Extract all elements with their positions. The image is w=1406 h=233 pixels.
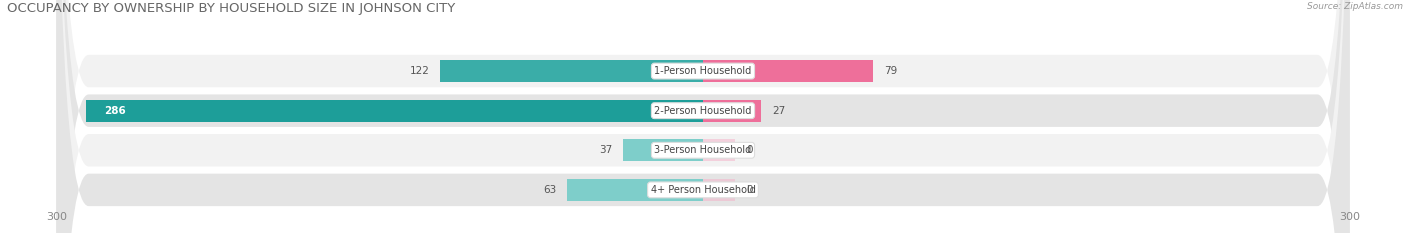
Text: Source: ZipAtlas.com: Source: ZipAtlas.com (1308, 2, 1403, 11)
Bar (703, 179, 735, 201)
Text: 37: 37 (599, 145, 613, 155)
Bar (86, 100, 703, 122)
Bar (623, 139, 703, 161)
Bar (440, 60, 703, 82)
Text: 1-Person Household: 1-Person Household (654, 66, 752, 76)
Bar (703, 100, 761, 122)
Text: OCCUPANCY BY OWNERSHIP BY HOUSEHOLD SIZE IN JOHNSON CITY: OCCUPANCY BY OWNERSHIP BY HOUSEHOLD SIZE… (7, 2, 456, 15)
FancyBboxPatch shape (56, 0, 1350, 233)
FancyBboxPatch shape (56, 0, 1350, 233)
Text: 2-Person Household: 2-Person Household (654, 106, 752, 116)
Bar (567, 179, 703, 201)
Text: 3-Person Household: 3-Person Household (654, 145, 752, 155)
Text: 79: 79 (884, 66, 897, 76)
Text: 122: 122 (409, 66, 429, 76)
FancyBboxPatch shape (56, 0, 1350, 233)
Text: 0: 0 (747, 185, 752, 195)
FancyBboxPatch shape (56, 0, 1350, 233)
Text: 0: 0 (747, 145, 752, 155)
Text: 4+ Person Household: 4+ Person Household (651, 185, 755, 195)
Text: 27: 27 (772, 106, 785, 116)
Text: 286: 286 (104, 106, 125, 116)
Bar (703, 139, 735, 161)
Bar (703, 60, 873, 82)
Text: 63: 63 (543, 185, 557, 195)
